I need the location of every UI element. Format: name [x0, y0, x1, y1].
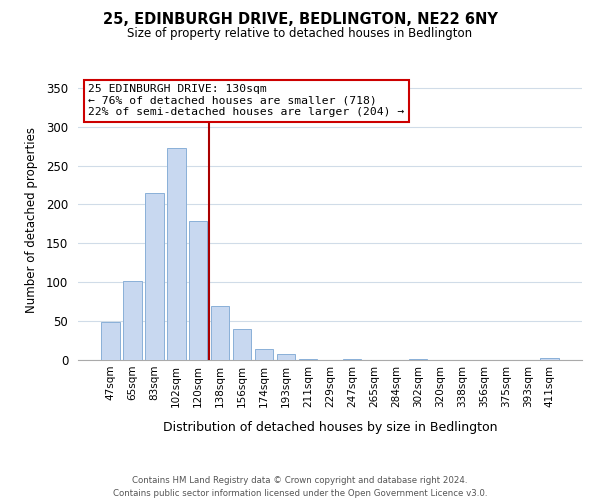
Bar — [167, 148, 185, 360]
Bar — [145, 193, 164, 360]
Text: 25, EDINBURGH DRIVE, BEDLINGTON, NE22 6NY: 25, EDINBURGH DRIVE, BEDLINGTON, NE22 6N… — [103, 12, 497, 28]
Bar — [233, 329, 251, 360]
Text: 25 EDINBURGH DRIVE: 130sqm
← 76% of detached houses are smaller (718)
22% of sem: 25 EDINBURGH DRIVE: 130sqm ← 76% of deta… — [88, 84, 404, 117]
X-axis label: Distribution of detached houses by size in Bedlington: Distribution of detached houses by size … — [163, 421, 497, 434]
Text: Size of property relative to detached houses in Bedlington: Size of property relative to detached ho… — [127, 28, 473, 40]
Bar — [277, 354, 295, 360]
Bar — [211, 306, 229, 360]
Bar — [255, 349, 274, 360]
Bar — [409, 359, 427, 360]
Bar — [541, 358, 559, 360]
Text: Contains HM Land Registry data © Crown copyright and database right 2024.
Contai: Contains HM Land Registry data © Crown c… — [113, 476, 487, 498]
Bar — [189, 221, 208, 360]
Bar — [123, 282, 142, 360]
Y-axis label: Number of detached properties: Number of detached properties — [25, 127, 38, 313]
Bar — [343, 359, 361, 360]
Bar — [299, 359, 317, 360]
Bar — [101, 322, 119, 360]
